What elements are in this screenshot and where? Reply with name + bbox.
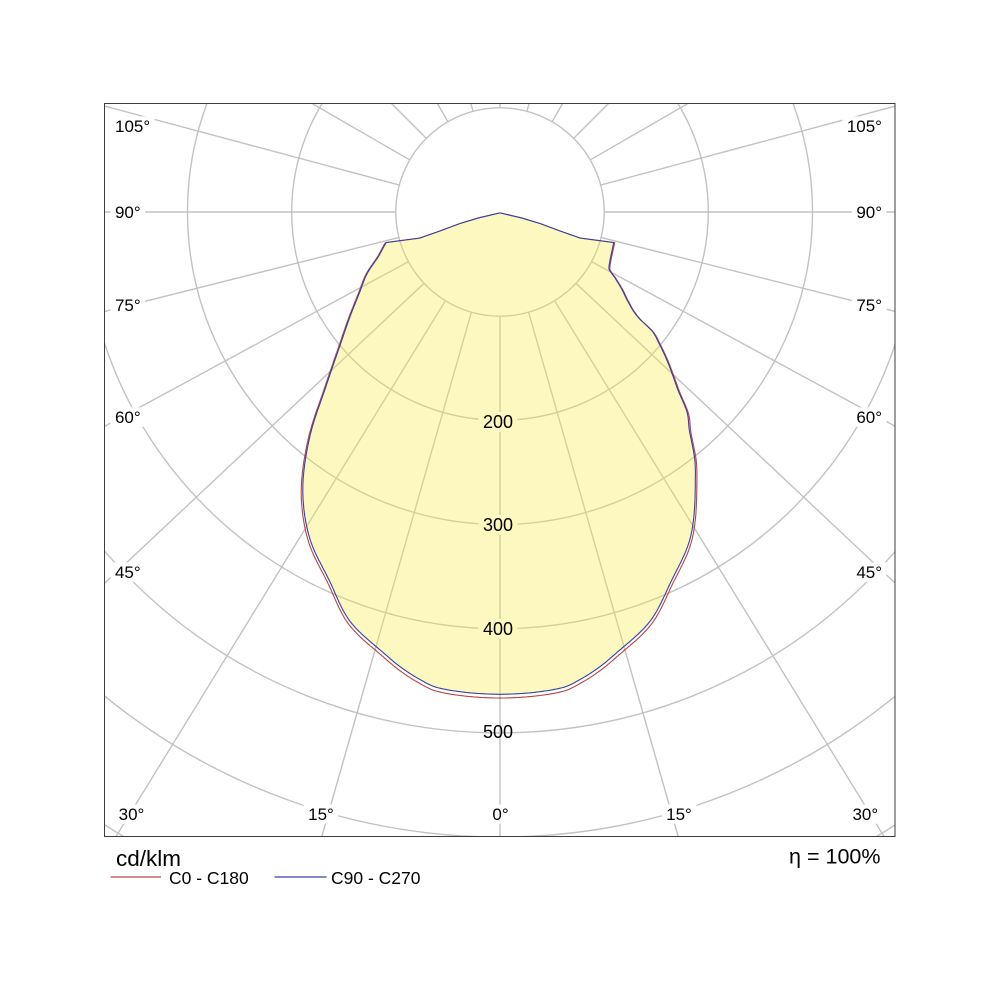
svg-text:75°: 75° [115, 296, 141, 315]
svg-text:30°: 30° [852, 805, 878, 824]
svg-text:75°: 75° [856, 296, 882, 315]
svg-text:C90 - C270: C90 - C270 [331, 868, 421, 888]
svg-text:0°: 0° [492, 805, 508, 824]
svg-text:η = 100%: η = 100% [789, 845, 880, 869]
svg-text:400: 400 [483, 619, 513, 639]
svg-text:cd/klm: cd/klm [116, 846, 181, 871]
svg-text:60°: 60° [115, 408, 141, 427]
svg-text:90°: 90° [115, 203, 141, 222]
svg-text:200: 200 [483, 412, 513, 432]
svg-text:105°: 105° [115, 117, 150, 136]
svg-text:60°: 60° [856, 408, 882, 427]
svg-text:300: 300 [483, 515, 513, 535]
svg-text:15°: 15° [308, 805, 334, 824]
svg-text:45°: 45° [856, 563, 882, 582]
svg-text:15°: 15° [666, 805, 692, 824]
svg-text:500: 500 [483, 722, 513, 742]
svg-text:45°: 45° [115, 563, 141, 582]
svg-text:90°: 90° [856, 203, 882, 222]
svg-text:30°: 30° [119, 805, 145, 824]
svg-text:105°: 105° [847, 117, 882, 136]
svg-text:C0 - C180: C0 - C180 [169, 868, 249, 888]
